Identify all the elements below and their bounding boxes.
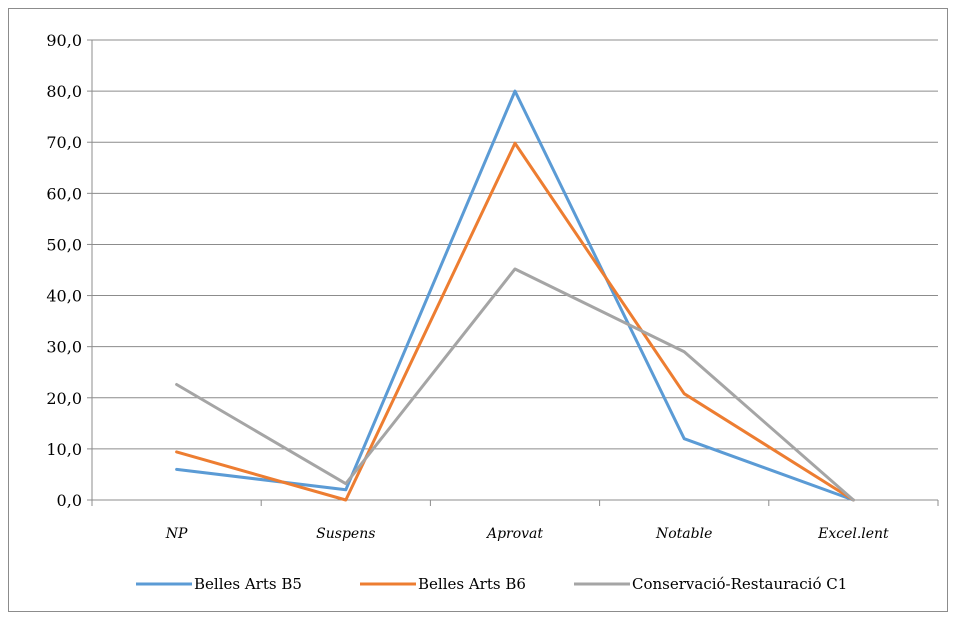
x-category-label: Excel.lent [817, 526, 889, 542]
chart-frame [8, 8, 948, 612]
legend-label: Belles Arts B6 [418, 575, 526, 593]
gridlines [92, 39, 938, 450]
y-tick-label: 40,0 [46, 287, 82, 306]
y-tick-label: 90,0 [46, 31, 82, 50]
y-tick-label: 80,0 [46, 82, 82, 101]
x-category-label: Aprovat [485, 526, 543, 542]
series-lines [175, 89, 855, 502]
y-tick-label: 0,0 [57, 491, 82, 510]
x-category-label: Notable [655, 526, 712, 542]
x-category-label: Suspens [316, 526, 375, 542]
series-line [175, 141, 855, 502]
y-tick-label: 10,0 [46, 440, 82, 459]
y-tick-label: 30,0 [46, 338, 82, 357]
legend: Belles Arts B5 Belles Arts B6 Conservació-… [136, 575, 847, 593]
x-category-label: NP [165, 526, 188, 542]
legend-label: Belles Arts B5 [194, 575, 302, 593]
series-line [175, 267, 855, 502]
x-axis-category-labels: NP Suspens Aprovat Notable Excel.lent [165, 526, 889, 542]
y-tick-label: 20,0 [46, 389, 82, 408]
y-tick-label: 60,0 [46, 184, 82, 203]
y-tick-label: 50,0 [46, 235, 82, 254]
legend-label: Conservació-Restauració C1 [632, 575, 847, 593]
y-axis-tick-labels: 0,0 10,0 20,0 30,0 40,0 50,0 60,0 70,0 80,0 90,0 [46, 31, 82, 510]
axes [87, 39, 939, 506]
y-tick-label: 70,0 [46, 133, 82, 152]
